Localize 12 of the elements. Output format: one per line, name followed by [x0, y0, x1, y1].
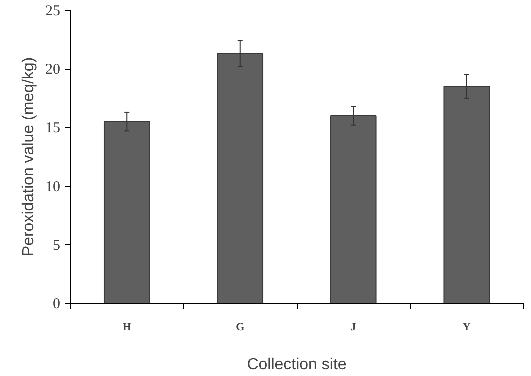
y-tick-label: 5	[53, 238, 60, 254]
y-tick-label: 0	[53, 296, 60, 312]
y-axis-title: Peroxidation value (meq/kg)	[20, 57, 38, 257]
x-axis-title: Collection site	[247, 356, 347, 374]
y-tick-label: 10	[46, 179, 60, 196]
x-tick-label: Y	[462, 322, 471, 334]
y-tick-label: 15	[46, 120, 60, 137]
x-tick-label: J	[350, 322, 357, 334]
y-tick-label: 20	[46, 62, 60, 78]
y-tick-label: 25	[46, 4, 60, 20]
x-tick-label: H	[122, 322, 132, 334]
x-tick-label: G	[236, 322, 246, 334]
